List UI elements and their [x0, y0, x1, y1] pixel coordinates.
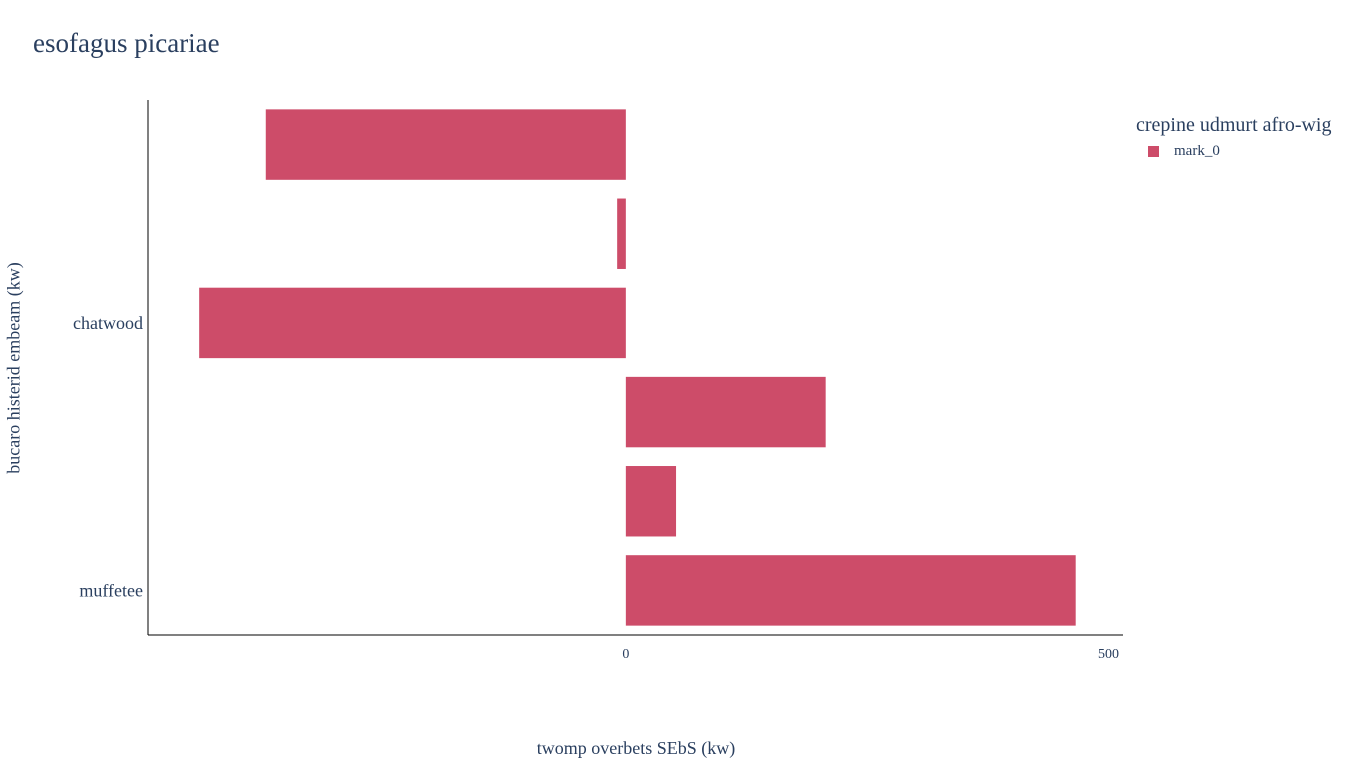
bar[interactable] [265, 109, 626, 180]
bar[interactable] [625, 376, 826, 448]
bars-layer [199, 109, 1076, 626]
y-tick-label: muffetee [79, 580, 143, 600]
x-ticks-layer: 0 500 [622, 647, 1119, 662]
bar[interactable] [617, 198, 626, 269]
bar[interactable] [625, 466, 677, 537]
bar[interactable] [625, 555, 1076, 626]
y-ticks-layer: chatwood muffetee [73, 313, 143, 601]
chart-title: esofagus picariae [33, 28, 220, 58]
x-axis-label: twomp overbets SEbS (kw) [536, 738, 736, 758]
y-axis-label: bucaro histerid embeam (kw) [3, 262, 24, 474]
legend-item[interactable]: mark_0 [1148, 143, 1331, 160]
x-tick-label: 500 [1098, 647, 1119, 662]
y-tick-label: chatwood [73, 313, 143, 333]
legend-label: mark_0 [1174, 143, 1220, 159]
legend-title: crepine udmurt afro-wig [1136, 114, 1332, 136]
x-tick-label: 0 [622, 647, 629, 662]
legend: crepine udmurt afro-wig mark_0 [1136, 114, 1331, 160]
legend-swatch [1148, 146, 1159, 157]
bar[interactable] [199, 287, 626, 359]
